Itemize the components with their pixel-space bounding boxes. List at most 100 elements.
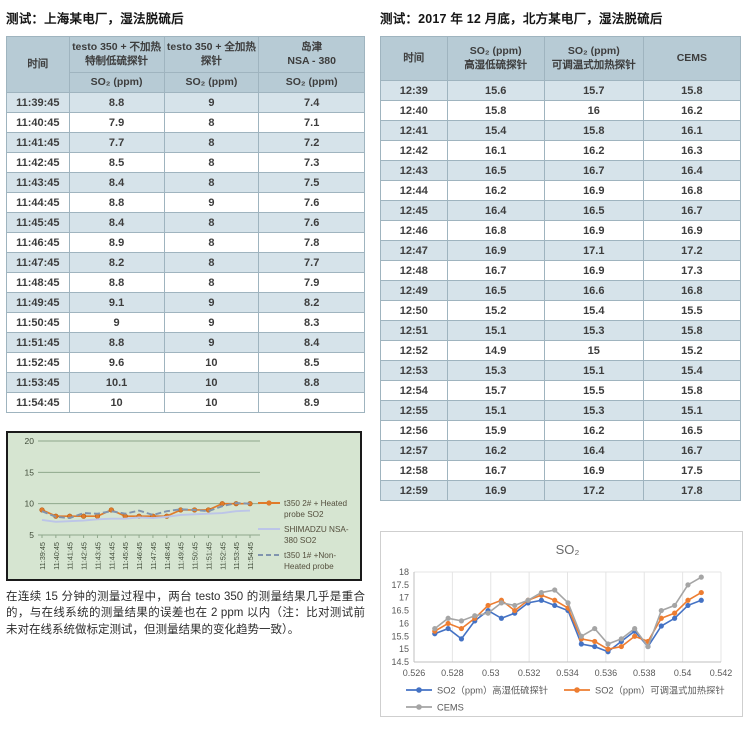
time-cell: 12:50 (380, 300, 448, 321)
value-cell: 15.8 (642, 80, 742, 101)
data-point (552, 597, 558, 603)
legend-label: CEMS (437, 703, 464, 713)
table-row: 11:48:45 8.8 8 7.9 (6, 272, 365, 293)
x-tick-label: 11:42:45 (80, 542, 89, 570)
table-row: 12:48 16.7 16.9 17.3 (380, 260, 742, 281)
y-tick-label: 17.5 (391, 580, 409, 590)
shanghai-line-chart: 5 10 15 20 11:39:45 11:40:45 11:41:45 11:42:45 1… (6, 431, 365, 581)
legend-label: SHIMADZU NSA- (284, 525, 349, 534)
value-cell: 7.4 (258, 92, 365, 113)
value-cell: 8 (163, 232, 260, 253)
value-cell: 9 (163, 192, 260, 213)
data-point (458, 618, 465, 624)
time-cell: 11:44:45 (6, 192, 70, 213)
value-cell: 15 (543, 340, 644, 361)
time-cell: 11:54:45 (6, 392, 70, 413)
value-cell: 8.3 (258, 312, 365, 333)
value-cell: 15.7 (543, 80, 644, 101)
value-cell: 15.8 (446, 100, 545, 121)
table-row: 12:49 16.5 16.6 16.8 (380, 280, 742, 301)
value-cell: 16.5 (446, 160, 545, 181)
data-point (472, 613, 478, 619)
x-tick-label: 0.528 (441, 668, 464, 678)
time-cell: 12:49 (380, 280, 448, 301)
time-cell: 11:51:45 (6, 332, 70, 353)
table-row: 11:39:45 8.8 9 7.4 (6, 92, 365, 113)
time-cell: 12:52 (380, 340, 448, 361)
table-row: 12:43 16.5 16.7 16.4 (380, 160, 742, 181)
legend-label: probe SO2 (284, 510, 324, 519)
col-header-low-sulfur-probe: SO₂ (ppm) 高湿低硫探针 (446, 36, 545, 81)
table-row: 11:50:45 9 9 8.3 (6, 312, 365, 333)
data-point (445, 625, 451, 632)
y-tick-label: 17 (399, 593, 409, 603)
data-point (432, 625, 438, 632)
table-row: 12:50 15.2 15.4 15.5 (380, 300, 742, 321)
data-point (645, 643, 651, 650)
value-cell: 10 (163, 352, 260, 373)
value-cell: 15.3 (446, 360, 545, 381)
series-line (41, 502, 250, 518)
value-cell: 16.9 (446, 480, 545, 501)
value-cell: 10 (68, 392, 165, 413)
table-row: 12:52 14.9 15 15.2 (380, 340, 742, 361)
left-test-title: 测试：上海某电厂，湿法脱硫后 (6, 12, 184, 26)
time-cell: 12:58 (380, 460, 448, 481)
time-cell: 12:47 (380, 240, 448, 261)
x-tick-label: 11:49:45 (177, 542, 186, 570)
legend-marker (266, 500, 272, 506)
time-cell: 12:51 (380, 320, 448, 341)
value-cell: 8.8 (68, 192, 165, 213)
value-cell: 15.9 (446, 420, 545, 441)
data-point (80, 513, 87, 519)
y-tick-label: 15.5 (391, 631, 409, 641)
time-cell: 12:39 (380, 80, 448, 101)
value-cell: 16.4 (642, 160, 742, 181)
time-cell: 12:42 (380, 140, 448, 161)
value-cell: 15.4 (642, 360, 742, 381)
value-cell: 15.1 (446, 320, 545, 341)
data-point (538, 597, 544, 603)
data-point (698, 597, 704, 603)
value-cell: 15.3 (543, 320, 644, 341)
value-cell: 8.5 (258, 352, 365, 373)
time-cell: 12:46 (380, 220, 448, 241)
series-line (41, 509, 251, 523)
value-cell: 17.1 (543, 240, 644, 261)
value-cell: 16.2 (446, 440, 545, 461)
value-cell: 16.3 (642, 140, 742, 161)
value-cell: 16.2 (642, 100, 742, 121)
value-cell: 7.1 (258, 112, 365, 133)
data-point (512, 607, 518, 614)
value-cell: 16.5 (446, 280, 545, 301)
value-cell: 15.2 (446, 300, 545, 321)
subheader-so2-ppm: SO₂ (ppm) (258, 72, 365, 93)
x-tick-label: 11:50:45 (191, 542, 200, 570)
y-tick-label: 5 (29, 530, 34, 540)
time-cell: 12:53 (380, 360, 448, 381)
table-row: 12:58 16.7 16.9 17.5 (380, 460, 742, 481)
time-cell: 11:46:45 (6, 232, 70, 253)
table-row: 12:45 16.4 16.5 16.7 (380, 200, 742, 221)
value-cell: 15.8 (543, 120, 644, 141)
data-point (632, 633, 638, 639)
value-cell: 16.9 (543, 220, 644, 241)
table-row: 12:47 16.9 17.1 17.2 (380, 240, 742, 261)
x-tick-label: 0.54 (674, 668, 692, 678)
time-cell: 12:57 (380, 440, 448, 461)
y-tick-label: 16.5 (391, 606, 409, 616)
value-cell: 8 (163, 152, 260, 173)
data-point (485, 610, 491, 616)
time-cell: 11:47:45 (6, 252, 70, 273)
chart-title: SO₂ (556, 542, 580, 557)
col-header-cems: CEMS (642, 36, 742, 81)
data-point (672, 615, 678, 621)
x-tick-label: 11:39:45 (38, 542, 47, 570)
time-cell: 12:40 (380, 100, 448, 121)
time-cell: 11:45:45 (6, 212, 70, 233)
table-row: 11:52:45 9.6 10 8.5 (6, 352, 365, 373)
value-cell: 7.6 (258, 212, 365, 233)
value-cell: 8 (163, 272, 260, 293)
value-cell: 16.1 (446, 140, 545, 161)
value-cell: 17.2 (642, 240, 742, 261)
